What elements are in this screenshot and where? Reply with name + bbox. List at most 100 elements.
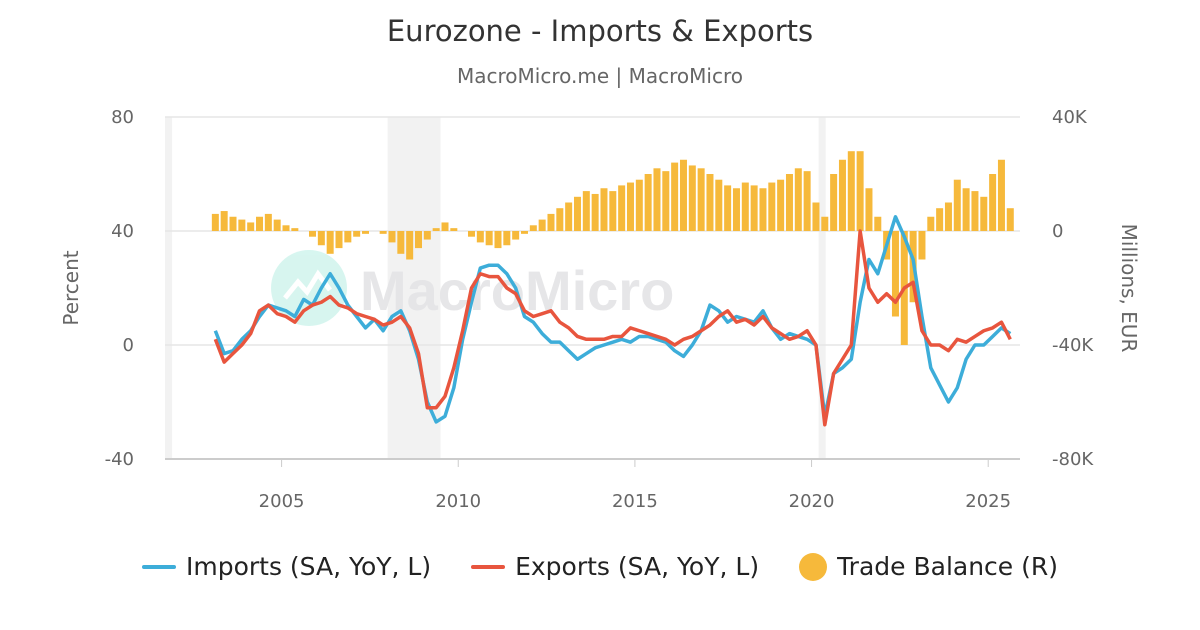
trade-balance-bar — [441, 222, 449, 231]
right-tick-label: 0 — [1052, 221, 1063, 242]
trade-balance-bar — [335, 231, 343, 249]
trade-balance-bar — [653, 168, 661, 231]
trade-balance-bar — [609, 191, 617, 231]
trade-balance-bar — [821, 216, 829, 231]
trade-balance-bar — [635, 179, 643, 231]
exports-line-swatch-icon — [471, 564, 506, 569]
chart-subtitle: MacroMicro.me | MacroMicro — [457, 64, 743, 88]
trade-balance-dot-swatch-icon — [799, 552, 828, 581]
watermark-chart-icon — [283, 269, 332, 300]
trade-balance-bar — [600, 188, 608, 231]
imports-line — [213, 215, 1012, 424]
trade-balance-bar — [397, 231, 405, 254]
trade-balance-bar — [547, 213, 555, 231]
trade-balance-bar — [803, 171, 811, 231]
legend: Imports (SA, YoY, L) Exports (SA, YoY, L… — [0, 552, 1200, 581]
legend-label: Trade Balance (R) — [837, 552, 1059, 581]
trade-balance-bar — [485, 231, 493, 246]
trade-balance-bar — [220, 211, 228, 231]
trade-balance-bar — [830, 174, 838, 231]
trade-balance-bar — [344, 231, 352, 243]
trade-balance-bar — [538, 219, 546, 231]
trade-balance-bar — [644, 174, 652, 231]
trade-balance-bar — [794, 168, 802, 231]
trade-balance-bar — [229, 216, 237, 231]
trade-balance-bar — [211, 213, 219, 231]
trade-balance-bar — [662, 171, 670, 231]
x-tick-label: 2020 — [789, 491, 835, 512]
left-tick-label: 40 — [111, 221, 134, 242]
trade-balance-bar — [591, 193, 599, 231]
chart-title: Eurozone - Imports & Exports — [386, 14, 814, 48]
trade-balance-bar — [989, 174, 997, 231]
trade-balance-bar — [353, 231, 361, 237]
trade-balance-bar — [741, 182, 749, 231]
recession-band — [165, 117, 173, 459]
trade-balance-bar — [494, 231, 502, 249]
right-tick-label: 40K — [1052, 107, 1088, 128]
trade-balance-bar — [326, 231, 334, 254]
trade-balance-bar — [812, 202, 820, 231]
trade-balance-bar — [256, 216, 264, 231]
trade-balance-bar — [874, 216, 882, 231]
trade-balance-bar — [512, 231, 520, 240]
recession-band — [387, 117, 441, 459]
recession-band — [818, 117, 826, 459]
legend-item-trade-balance[interactable]: Trade Balance (R) — [799, 552, 1058, 581]
trade-balance-bar — [467, 231, 475, 237]
x-tick-label: 2005 — [259, 491, 305, 512]
trade-balance-bar — [238, 219, 246, 231]
trade-balance-bar — [432, 228, 440, 231]
trade-balance-bar — [971, 191, 979, 231]
trade-balance-bar — [715, 179, 723, 231]
trade-balance-bar — [927, 216, 935, 231]
trade-balance-bar — [379, 231, 387, 234]
trade-balance-bar — [573, 196, 581, 231]
trade-balance-bar — [503, 231, 511, 246]
trade-balance-bar — [706, 174, 714, 231]
trade-balance-bar — [856, 151, 864, 231]
trade-balance-bar — [388, 231, 396, 243]
trade-balance-bar — [891, 231, 899, 317]
legend-item-exports[interactable]: Exports (SA, YoY, L) — [471, 552, 759, 581]
trade-balance-bar — [759, 188, 767, 231]
trade-balance-bar — [785, 174, 793, 231]
trade-balance-bar — [520, 231, 528, 234]
trade-balance-bar — [247, 222, 255, 231]
trade-balance-bar — [529, 225, 537, 231]
trade-balance-bar — [962, 188, 970, 231]
trade-balance-bar — [688, 165, 696, 231]
trade-balance-bar — [476, 231, 484, 243]
trade-balance-bar — [282, 225, 290, 231]
trade-balance-bar — [777, 179, 785, 231]
right-tick-label: -40K — [1052, 335, 1094, 356]
trade-balance-bar — [565, 202, 573, 231]
trade-balance-bar — [980, 196, 988, 231]
trade-balance-bar — [679, 159, 687, 231]
legend-item-imports[interactable]: Imports (SA, YoY, L) — [141, 552, 432, 581]
trade-balance-bar — [732, 188, 740, 231]
left-tick-label: -40 — [105, 449, 134, 470]
trade-balance-bar — [264, 213, 272, 231]
right-axis-title: Millions, EUR — [1117, 224, 1141, 353]
trade-balance-bar — [450, 228, 458, 231]
trade-balance-bar — [556, 208, 564, 231]
trade-balance-bar — [582, 191, 590, 231]
trade-balance-bar — [697, 168, 705, 231]
trade-balance-bar — [1006, 208, 1014, 231]
legend-label: Imports (SA, YoY, L) — [185, 552, 432, 581]
left-tick-label: 80 — [111, 107, 134, 128]
trade-balance-bar — [414, 231, 422, 249]
exports-line — [213, 229, 1012, 427]
trade-balance-bar — [865, 188, 873, 231]
trade-balance-bar — [944, 202, 952, 231]
trade-balance-bar — [291, 228, 299, 231]
trade-balance-bar — [918, 231, 926, 260]
trade-balance-bar — [936, 208, 944, 231]
trade-balance-bar — [724, 185, 732, 231]
trade-balance-bar — [838, 159, 846, 231]
x-tick-label: 2025 — [965, 491, 1011, 512]
trade-balance-bar — [953, 179, 961, 231]
trade-balance-bar — [362, 231, 370, 234]
